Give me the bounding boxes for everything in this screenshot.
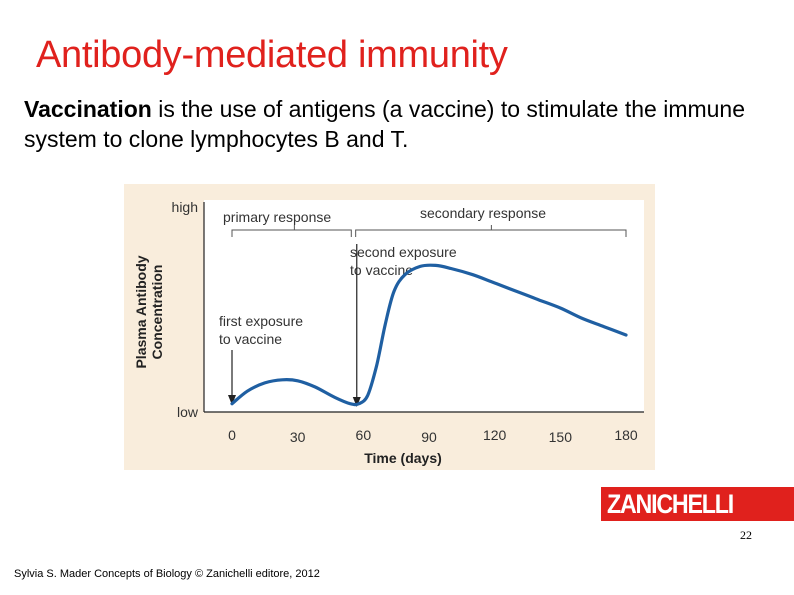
x-axis-label: Time (days) xyxy=(364,450,442,466)
x-tick-labels: 0 30 60 90 120 150 180 xyxy=(228,427,638,445)
second-exposure-label-line2: to vaccine xyxy=(350,262,413,278)
y-tick-high: high xyxy=(172,199,198,215)
y-axis-label-line2: Concentration xyxy=(149,265,165,360)
secondary-response-label: secondary response xyxy=(420,205,546,221)
second-exposure-label-line1: second exposure xyxy=(350,244,457,260)
slide-title: Antibody-mediated immunity xyxy=(36,34,508,76)
logo-text: ZANICHELLI xyxy=(607,489,734,519)
first-exposure-label-line1: first exposure xyxy=(219,313,303,329)
body-bold-term: Vaccination xyxy=(24,96,152,122)
second-exposure-arrow xyxy=(352,244,361,407)
page-number: 22 xyxy=(740,528,752,542)
plot-area xyxy=(204,200,644,412)
y-axis-label-line1: Plasma Antibody xyxy=(133,255,149,368)
y-tick-low: low xyxy=(177,404,199,420)
footer-credit: Sylvia S. Mader Concepts of Biology © Za… xyxy=(14,568,320,580)
x-tick-label: 150 xyxy=(549,429,573,445)
first-exposure-arrow xyxy=(228,350,236,405)
x-tick-label: 0 xyxy=(228,427,236,443)
antibody-concentration-curve xyxy=(230,263,628,407)
primary-response-label: primary response xyxy=(223,209,331,225)
body-rest-text: is the use of antigens (a vaccine) to st… xyxy=(24,96,746,152)
secondary-response-bracket xyxy=(355,229,627,237)
figure-panel: high low Plasma Antibody Concentration 0… xyxy=(124,184,655,470)
exposure-arrows xyxy=(228,244,361,407)
zanichelli-logo: ZANICHELLI xyxy=(601,487,794,521)
x-tick-label: 120 xyxy=(483,427,507,443)
slide-body-text: Vaccination is the use of antigens (a va… xyxy=(24,94,774,154)
primary-response-bracket xyxy=(231,229,352,237)
x-tick-label: 90 xyxy=(421,429,437,445)
x-tick-label: 180 xyxy=(614,427,638,443)
response-brackets xyxy=(231,225,627,237)
x-tick-label: 60 xyxy=(356,427,372,443)
antibody-response-chart: high low Plasma Antibody Concentration 0… xyxy=(133,199,644,466)
x-tick-label: 30 xyxy=(290,429,306,445)
first-exposure-label-line2: to vaccine xyxy=(219,331,282,347)
